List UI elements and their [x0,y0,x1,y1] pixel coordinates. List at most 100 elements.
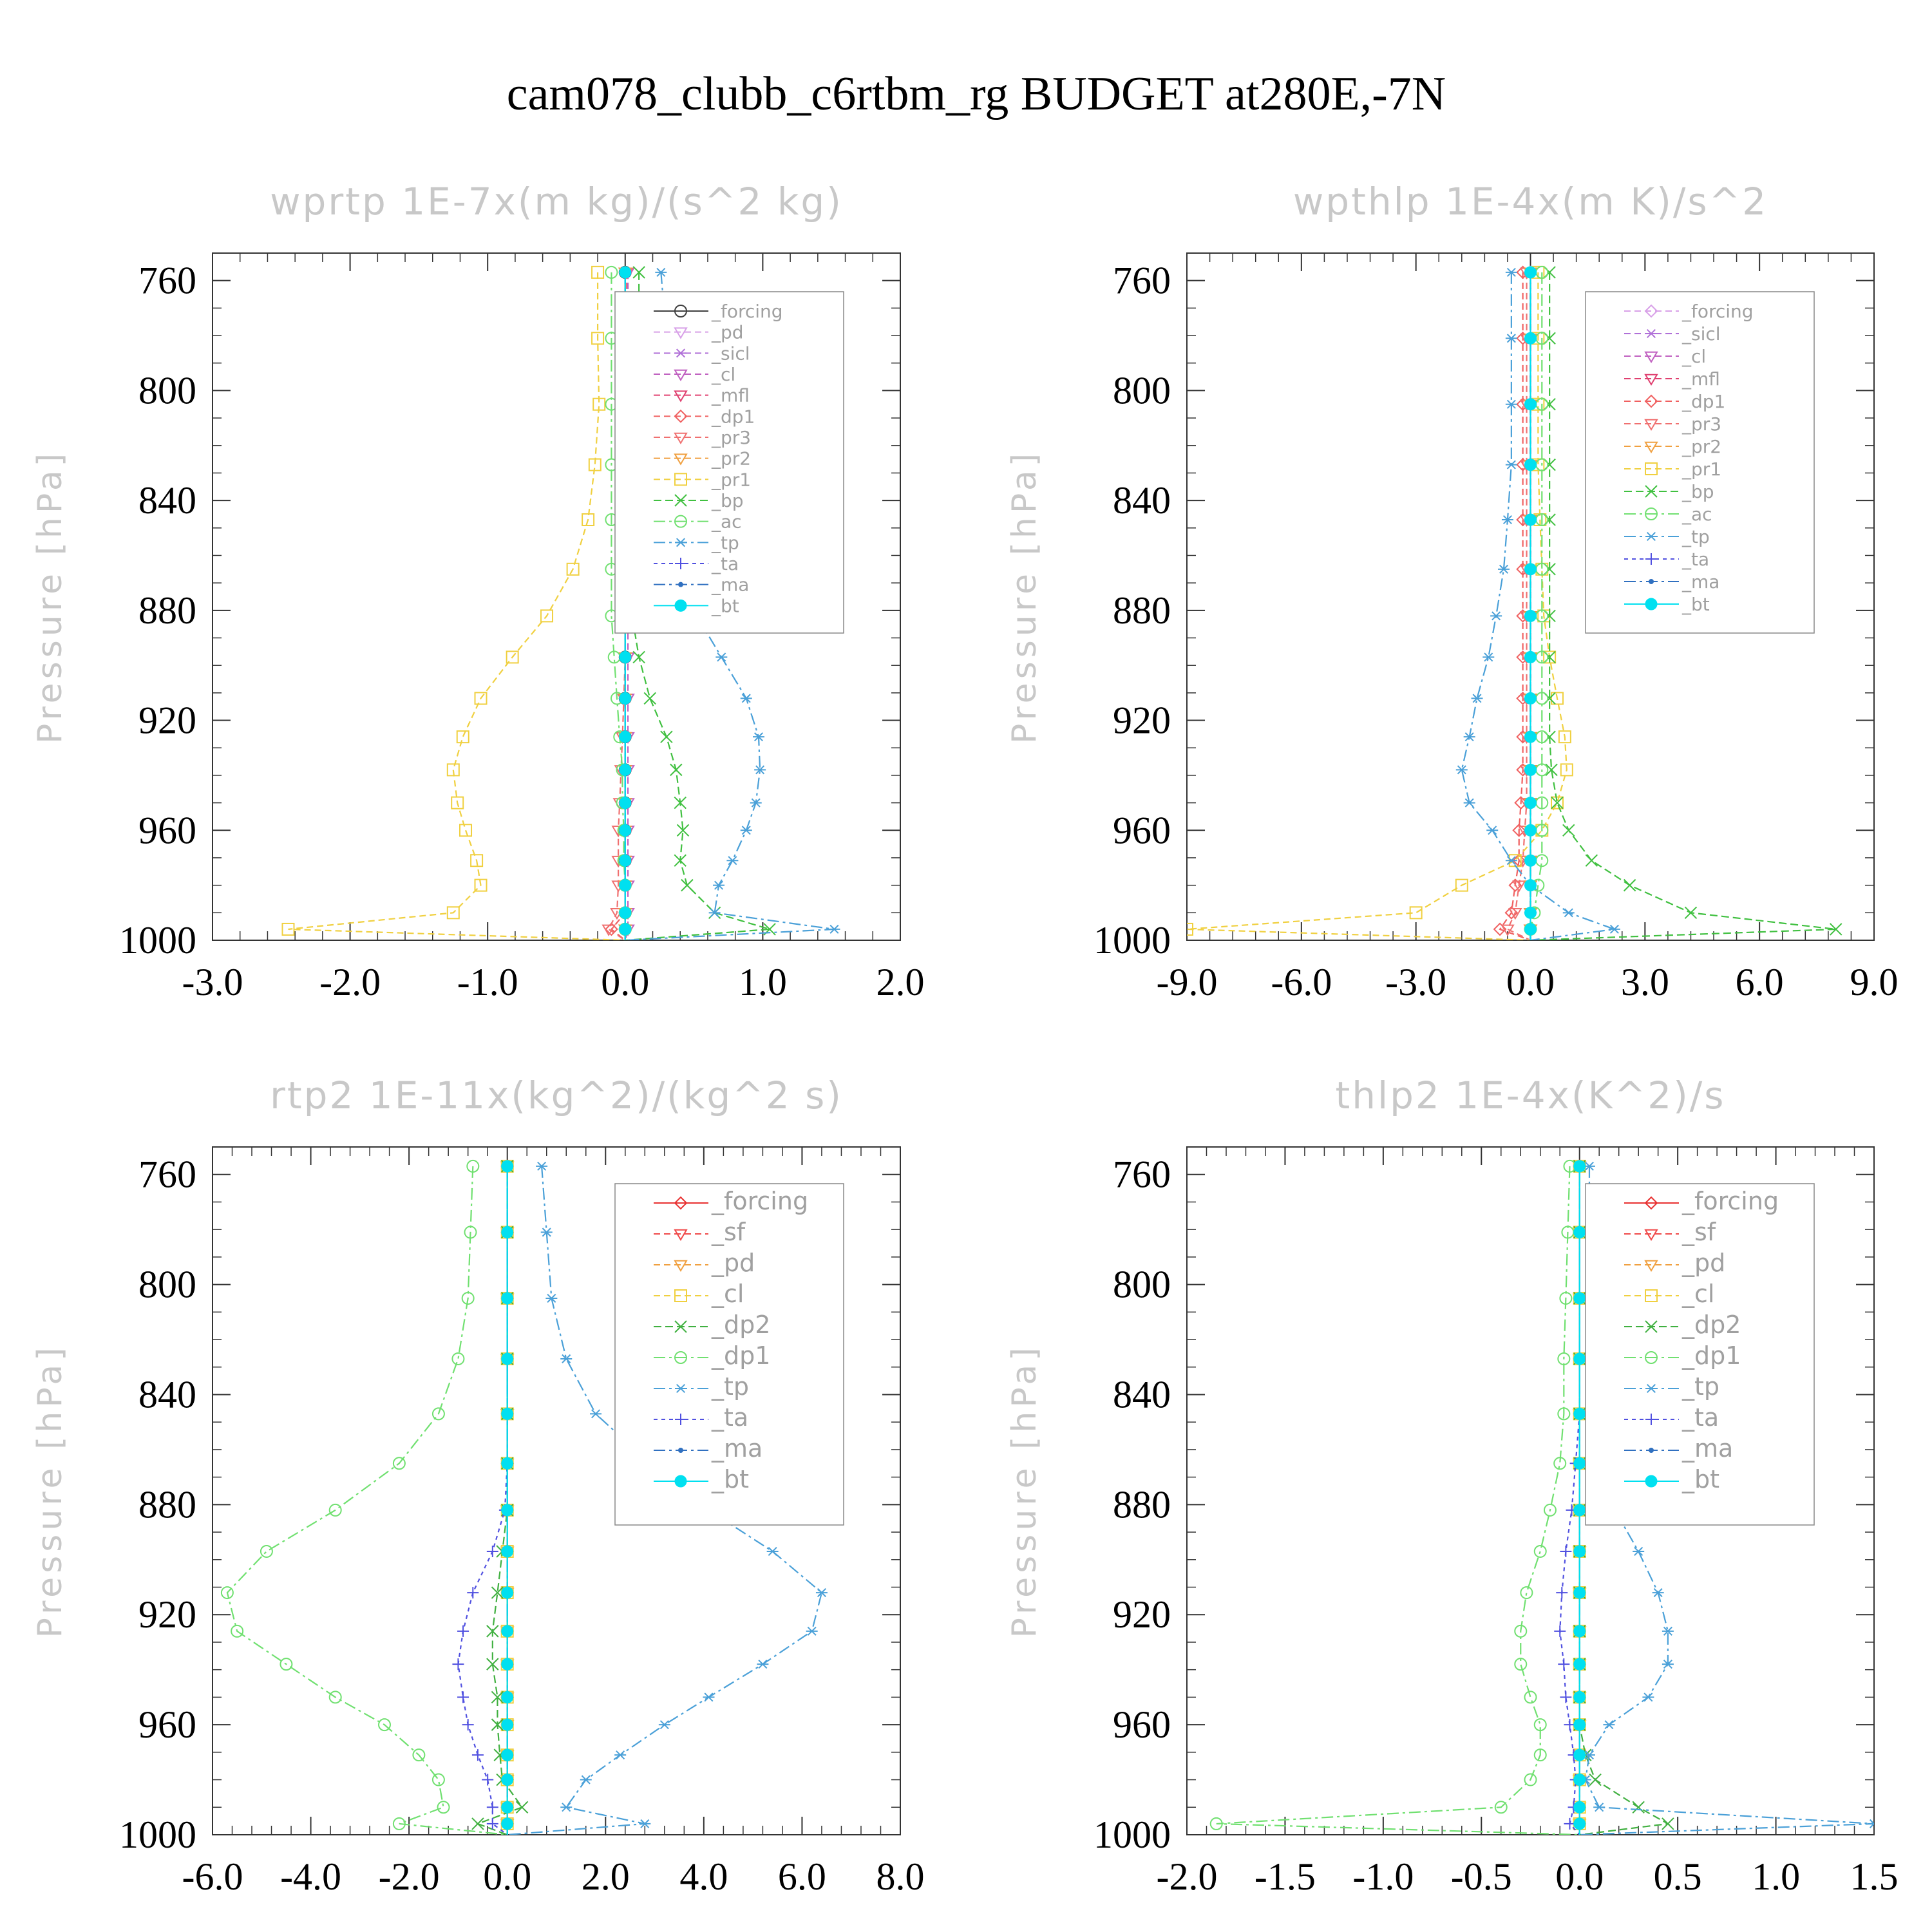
data-point-marker [501,1658,514,1671]
legend-label: _ac [1681,504,1712,525]
data-point-marker [815,1588,828,1598]
y-tick-label: 960 [1113,809,1171,851]
y-tick-label: 960 [138,1703,196,1746]
data-point-marker [750,798,762,808]
data-point-marker [1645,531,1657,542]
x-tick-label: -6.0 [1271,961,1332,1003]
data-point-marker [220,1586,234,1600]
data-point-marker [1493,922,1507,936]
data-point-marker [474,692,488,705]
legend-label: _dp1 [1681,1341,1741,1370]
y-axis-label: Pressure [hPa] [31,450,70,744]
x-tick-label: 9.0 [1850,961,1899,1003]
x-tick-label: 3.0 [1621,961,1669,1003]
data-point-marker [467,1587,479,1599]
y-tick-label: 1000 [1094,919,1171,961]
data-point-marker [1593,1803,1605,1812]
legend-label: _forcing [711,301,783,322]
legend: _forcing _sf _pd _cl _dp2_dp1_tp_ta_ma_bt [614,1183,844,1526]
data-point-marker [1463,732,1475,742]
legend-item: _ta [654,553,739,574]
series-pr1 [281,265,625,940]
legend-item: _cl [654,364,735,385]
data-point-marker [674,1475,687,1488]
data-point-marker [619,763,632,776]
data-point-marker [674,1289,687,1302]
data-point-marker [1573,1352,1586,1365]
data-point-marker [566,562,580,576]
data-point-marker [1645,1351,1658,1364]
panel-title: wprtp 1E-7x(m kg)/(s^2 kg) [270,180,843,223]
data-point-marker [1514,1658,1528,1671]
series-bt [501,1160,514,1835]
data-point-marker [674,409,688,423]
data-point-marker [670,763,683,777]
legend-label: _ac [711,511,742,533]
legend-label: _pr3 [1681,413,1721,435]
legend-label: _pr3 [711,427,751,448]
series-line [1461,272,1615,940]
data-point-marker [1645,1289,1658,1302]
data-point-marker [1505,334,1517,343]
data-point-marker [1524,692,1537,705]
data-point-marker [501,1352,514,1365]
legend-label: _dp1 [711,1341,770,1370]
legend-label: _ta [711,553,739,574]
series-line [607,272,628,940]
x-tick-label: 1.0 [1752,1855,1800,1898]
data-point-marker [1830,923,1842,936]
data-point-marker [1573,1407,1586,1420]
y-tick-label: 920 [138,699,196,742]
data-point-marker [1482,652,1495,662]
legend-item: _sf [1624,1218,1717,1246]
data-point-marker [1573,1748,1586,1761]
y-tick-label: 880 [138,589,196,632]
x-tick-label: -4.0 [280,1855,341,1898]
legend-label: _ta [1681,1403,1719,1432]
data-point-marker [1524,824,1537,837]
data-point-marker [1505,460,1517,469]
legend-label: _bp [1681,481,1714,502]
data-point-marker [674,432,688,444]
x-tick-label: 0.0 [483,1855,531,1898]
data-point-marker [1608,924,1620,934]
legend-label: _pd [711,1249,755,1277]
data-point-marker [392,1817,406,1830]
series-tp [1455,267,1620,940]
legend-label: _dp1 [1681,391,1725,412]
data-point-marker [676,824,690,837]
data-point-marker [501,1690,514,1703]
legend-label: _bp [711,490,744,511]
x-tick-label: -9.0 [1157,961,1218,1003]
data-point-marker [457,1691,469,1703]
legend-label: _mfl [1681,368,1720,390]
data-point-marker [582,513,595,526]
data-point-marker [451,796,464,810]
data-point-marker [1559,1291,1573,1305]
plot-area [220,1159,828,1835]
data-point-marker [619,692,632,705]
data-point-marker [461,1291,475,1305]
data-point-marker [1573,1690,1586,1703]
data-point-marker [1524,854,1537,867]
legend-item: _bt [1624,594,1710,615]
data-point-marker [1533,1718,1547,1732]
legend-item: _tp [654,532,739,553]
data-point-marker [674,854,687,867]
data-point-marker [491,1718,504,1731]
y-tick-label: 1000 [1094,1814,1171,1856]
data-point-marker [1486,826,1499,835]
data-point-marker [1560,1545,1572,1557]
data-point-marker [1645,1414,1657,1425]
data-point-marker [1589,1773,1602,1786]
data-point-marker [1524,1773,1537,1786]
legend-label: _forcing [711,1187,808,1215]
data-point-marker [619,854,632,867]
y-tick-label: 840 [138,479,196,522]
legend-label: _bt [711,595,739,616]
legend-item: _sicl [654,343,750,364]
y-axis-label: Pressure [hPa] [1005,1344,1044,1638]
data-point-marker [1649,579,1654,584]
legend-label: _bt [711,1465,749,1493]
data-point-marker [591,265,605,279]
